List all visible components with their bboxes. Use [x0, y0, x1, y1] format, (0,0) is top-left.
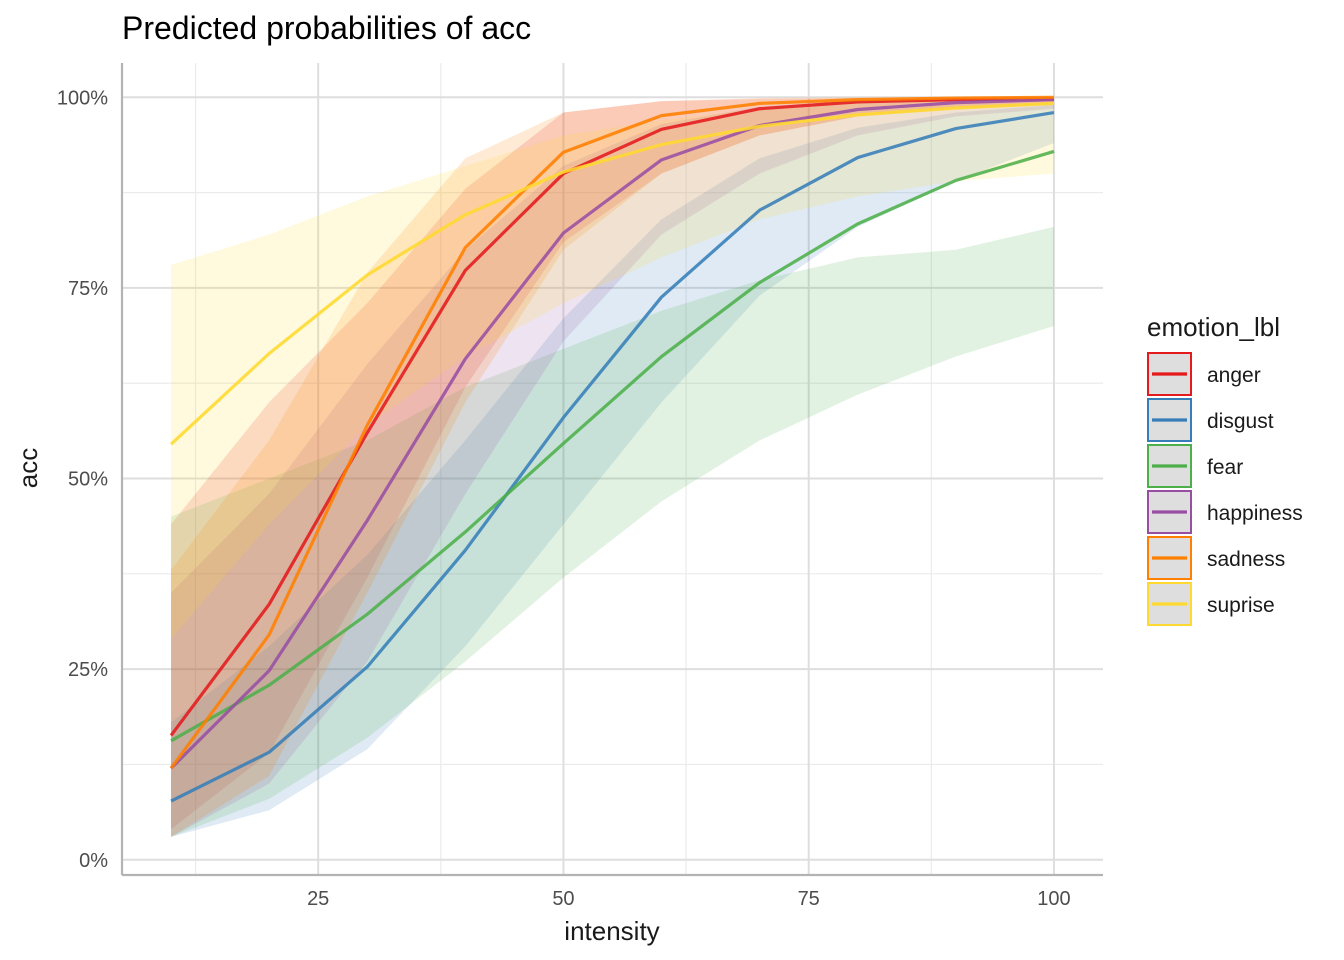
y-tick-label: 0% [79, 850, 108, 872]
legend-label: happiness [1207, 502, 1303, 525]
legend-label: suprise [1207, 594, 1275, 617]
legend-item-happiness: happiness [1147, 490, 1303, 534]
x-axis-title: intensity [564, 916, 659, 946]
ribbon-anger [171, 97, 1054, 830]
y-tick-label: 100% [57, 87, 108, 109]
line-fear [170, 149, 1055, 743]
legend-item-sadness: sadness [1147, 536, 1285, 580]
x-tick-label: 75 [798, 888, 820, 910]
line-happiness [169, 97, 1054, 770]
plot-axes [120, 63, 1103, 877]
legend-label: fear [1207, 456, 1243, 479]
legend-label: anger [1207, 364, 1261, 387]
legend-item-suprise: suprise [1147, 582, 1275, 626]
y-tick-label: 75% [68, 278, 108, 300]
line-anger [169, 97, 1054, 737]
ribbon-fear [171, 226, 1054, 837]
legend: emotion_lbl anger disgust fear happiness sad… [1147, 312, 1303, 626]
x-tick-label: 100 [1037, 888, 1070, 910]
legend-item-fear: fear [1147, 444, 1243, 488]
ribbon-sadness [171, 97, 1054, 837]
x-tick-label: 50 [552, 888, 574, 910]
tick-labels: 25 50 75 100 0% 25% 50% 75% 100% [57, 87, 1071, 910]
x-tick-label: 25 [307, 888, 329, 910]
y-tick-label: 25% [68, 659, 108, 681]
legend-label: disgust [1207, 410, 1274, 433]
legend-item-disgust: disgust [1147, 398, 1274, 442]
y-tick-label: 50% [68, 469, 108, 491]
ribbon-suprise [171, 98, 1054, 639]
series-lines [169, 95, 1055, 803]
confidence-ribbons [171, 97, 1054, 837]
line-sadness [169, 95, 1054, 770]
legend-title: emotion_lbl [1147, 312, 1280, 342]
legend-label: sadness [1207, 548, 1285, 571]
y-axis-title: acc [13, 448, 43, 488]
line-suprise [169, 101, 1055, 446]
legend-item-anger: anger [1147, 352, 1261, 396]
ribbon-disgust [171, 104, 1054, 837]
chart-title: Predicted probabilities of acc [122, 10, 531, 46]
line-disgust [170, 110, 1055, 803]
